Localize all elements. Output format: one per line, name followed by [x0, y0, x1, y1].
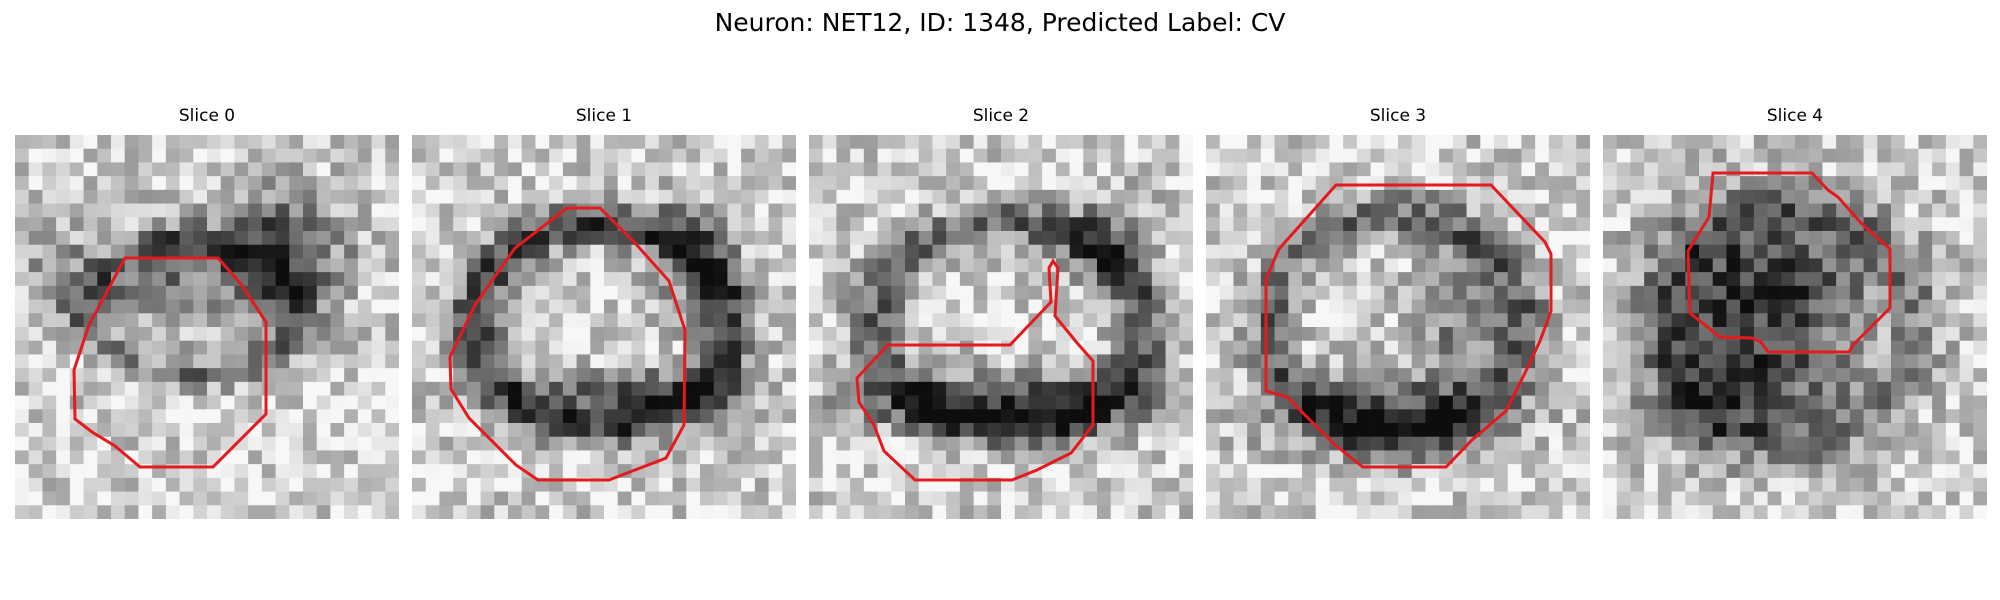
slice-panel-4: Slice 4	[1603, 105, 1987, 519]
slice-panel-1: Slice 1	[412, 105, 796, 519]
slice-title: Slice 3	[1369, 106, 1427, 126]
slice-image	[1603, 135, 1987, 519]
slice-panel-2: Slice 2	[809, 105, 1193, 519]
roi-outline	[448, 206, 687, 482]
slice-image	[15, 135, 399, 519]
roi-outline	[1686, 171, 1892, 354]
slice-title: Slice 0	[178, 106, 236, 126]
roi-outline	[72, 256, 268, 469]
roi-outline	[855, 258, 1095, 482]
slice-image	[1206, 135, 1590, 519]
slice-title: Slice 1	[575, 106, 633, 126]
slice-image	[412, 135, 796, 519]
roi-outline	[1264, 183, 1553, 469]
slice-panel-0: Slice 0	[15, 105, 399, 519]
slice-title: Slice 4	[1766, 106, 1824, 126]
slice-title: Slice 2	[972, 106, 1030, 126]
slice-panel-3: Slice 3	[1206, 105, 1590, 519]
figure-title: Neuron: NET12, ID: 1348, Predicted Label…	[714, 8, 1286, 37]
